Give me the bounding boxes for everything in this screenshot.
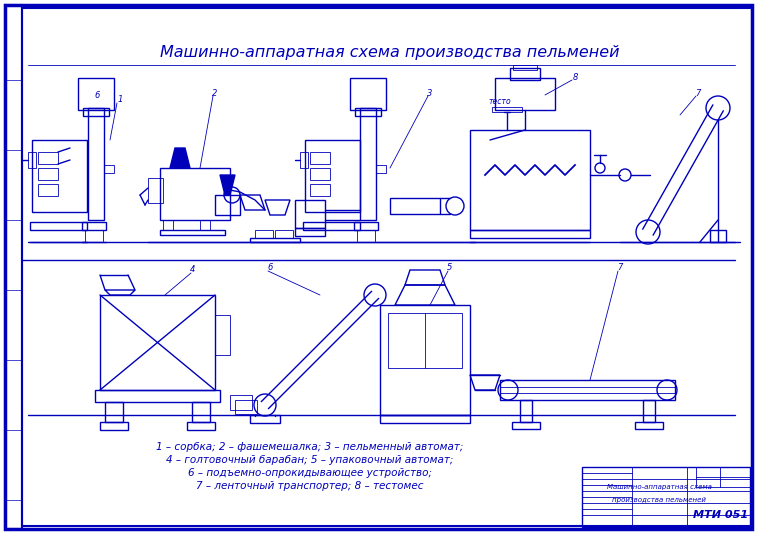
- Text: 1: 1: [117, 96, 123, 105]
- Bar: [354, 222, 378, 230]
- Text: 3: 3: [427, 89, 433, 98]
- Bar: [582, 467, 750, 527]
- Bar: [100, 422, 128, 430]
- Bar: [160, 168, 230, 220]
- Text: 6 – подъемно-опрокидывающее устройство;: 6 – подъемно-опрокидывающее устройство;: [188, 468, 432, 478]
- Bar: [470, 230, 590, 238]
- Polygon shape: [220, 175, 235, 195]
- Text: 7: 7: [617, 263, 623, 272]
- Bar: [510, 68, 540, 80]
- Text: МТИ 051: МТИ 051: [693, 510, 749, 520]
- Text: 4: 4: [190, 265, 196, 274]
- Bar: [5, 5, 22, 529]
- Bar: [104, 165, 114, 173]
- Bar: [310, 184, 330, 196]
- Bar: [305, 140, 360, 212]
- Bar: [310, 168, 330, 180]
- Bar: [310, 152, 330, 164]
- Bar: [492, 107, 522, 112]
- Bar: [192, 402, 210, 422]
- Bar: [215, 195, 240, 215]
- Bar: [30, 222, 87, 230]
- Polygon shape: [170, 148, 190, 168]
- Bar: [215, 315, 230, 355]
- Bar: [360, 108, 376, 220]
- Bar: [83, 108, 109, 116]
- Bar: [303, 222, 360, 230]
- Text: производства пельменей: производства пельменей: [612, 497, 706, 503]
- Bar: [470, 130, 590, 230]
- Bar: [95, 390, 220, 402]
- Text: 8: 8: [572, 74, 578, 82]
- Text: 7: 7: [696, 89, 701, 98]
- Bar: [100, 295, 215, 390]
- Bar: [635, 422, 663, 429]
- Bar: [380, 305, 470, 415]
- Bar: [28, 152, 36, 168]
- Bar: [295, 228, 325, 236]
- Bar: [38, 184, 58, 196]
- Bar: [38, 152, 58, 164]
- Bar: [513, 65, 537, 70]
- Text: 4 – голтовочный барабан; 5 – упаковочный автомат;: 4 – голтовочный барабан; 5 – упаковочный…: [167, 455, 453, 465]
- Bar: [82, 222, 106, 230]
- Bar: [388, 313, 462, 368]
- Bar: [235, 400, 257, 414]
- Text: 1 – сорбка; 2 – фашемешалка; 3 – пельменный автомат;: 1 – сорбка; 2 – фашемешалка; 3 – пельмен…: [156, 442, 464, 452]
- Bar: [163, 220, 173, 230]
- Bar: [390, 198, 440, 214]
- Text: Машинно-аппаратная схема: Машинно-аппаратная схема: [606, 484, 712, 490]
- Bar: [200, 220, 210, 230]
- Bar: [275, 230, 293, 238]
- Text: Машинно-аппаратная схема производства пельменей: Машинно-аппаратная схема производства пе…: [160, 44, 620, 59]
- Bar: [38, 168, 58, 180]
- Bar: [78, 78, 114, 110]
- Bar: [295, 200, 325, 228]
- Bar: [376, 165, 386, 173]
- Bar: [148, 178, 163, 203]
- Bar: [495, 78, 555, 110]
- Bar: [355, 108, 381, 116]
- Bar: [710, 230, 726, 242]
- Bar: [357, 230, 375, 242]
- Bar: [250, 415, 280, 423]
- Bar: [520, 400, 532, 422]
- Bar: [160, 230, 225, 235]
- Text: тесто: тесто: [489, 98, 511, 106]
- Bar: [643, 400, 655, 422]
- Bar: [500, 380, 675, 400]
- Text: 7 – ленточный транспортер; 8 – тестомес: 7 – ленточный транспортер; 8 – тестомес: [196, 481, 424, 491]
- Bar: [187, 422, 215, 430]
- Bar: [230, 395, 252, 410]
- Bar: [300, 152, 308, 168]
- Bar: [250, 238, 300, 242]
- Text: 6: 6: [95, 90, 100, 99]
- Bar: [105, 402, 123, 422]
- Bar: [88, 108, 104, 220]
- Text: 6: 6: [267, 263, 273, 272]
- Bar: [350, 78, 386, 110]
- Bar: [32, 140, 87, 212]
- Bar: [512, 422, 540, 429]
- Bar: [696, 467, 750, 487]
- Bar: [380, 415, 470, 423]
- Text: 5: 5: [447, 263, 453, 272]
- Bar: [255, 230, 273, 238]
- Bar: [85, 230, 103, 242]
- Text: 2: 2: [212, 89, 218, 98]
